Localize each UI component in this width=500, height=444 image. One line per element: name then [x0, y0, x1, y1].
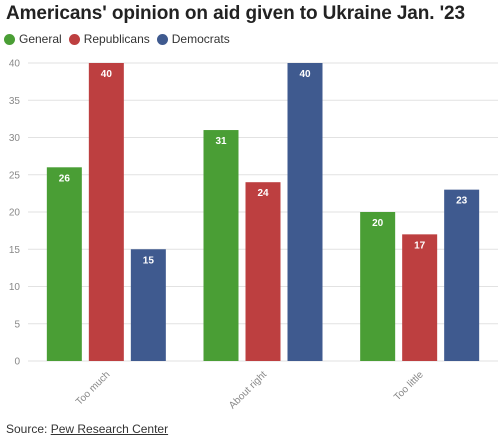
- bar-too-little-democrats: [444, 189, 480, 361]
- chart-title: Americans' opinion on aid given to Ukrai…: [6, 3, 465, 24]
- x-tick-label-about-right: About right: [227, 369, 269, 411]
- y-tick-label-25: 25: [9, 170, 21, 181]
- bar-about-right-general: [203, 130, 239, 361]
- data-label-too-little-democrats: 23: [456, 196, 468, 207]
- legend-item-general[interactable]: General: [4, 32, 62, 46]
- data-label-too-much-general: 26: [59, 173, 71, 184]
- source-line: Source: Pew Research Center: [6, 422, 168, 436]
- bar-about-right-democrats: [287, 63, 323, 361]
- y-tick-label-5: 5: [14, 319, 20, 330]
- data-label-too-little-general: 20: [372, 218, 384, 229]
- y-tick-label-30: 30: [9, 133, 21, 144]
- data-label-about-right-democrats: 40: [299, 69, 311, 80]
- y-tick-label-40: 40: [9, 59, 21, 70]
- bar-too-little-general: [360, 212, 396, 361]
- source-label: Source:: [6, 422, 48, 436]
- data-label-about-right-general: 31: [215, 136, 227, 147]
- legend-item-democrats[interactable]: Democrats: [156, 32, 230, 46]
- legend-swatch-general: [4, 33, 15, 45]
- bar-too-much-democrats: [130, 249, 166, 361]
- legend: General Republicans Democrats: [4, 32, 237, 46]
- y-tick-label-15: 15: [9, 245, 21, 256]
- legend-swatch-republicans: [68, 33, 80, 45]
- x-tick-label-too-little: Too little: [392, 369, 426, 403]
- bar-about-right-republicans: [245, 182, 281, 361]
- legend-label-general: General: [19, 32, 62, 46]
- legend-swatch-democrats: [156, 33, 168, 45]
- y-tick-label-10: 10: [9, 282, 21, 293]
- data-label-too-little-republicans: 17: [414, 240, 426, 251]
- data-label-about-right-republicans: 24: [257, 188, 269, 199]
- data-label-too-much-republicans: 40: [101, 69, 113, 80]
- legend-item-republicans[interactable]: Republicans: [68, 32, 150, 46]
- bar-too-little-republicans: [402, 234, 438, 361]
- y-tick-label-0: 0: [14, 357, 20, 368]
- y-tick-label-35: 35: [9, 96, 21, 107]
- bar-too-much-general: [46, 167, 82, 361]
- legend-label-republicans: Republicans: [83, 32, 150, 46]
- x-tick-label-too-much: Too much: [74, 369, 112, 407]
- data-label-too-much-democrats: 15: [143, 255, 155, 266]
- legend-label-democrats: Democrats: [171, 32, 230, 46]
- y-tick-label-20: 20: [9, 208, 21, 219]
- bar-too-much-republicans: [88, 63, 124, 361]
- source-link[interactable]: Pew Research Center: [50, 422, 169, 436]
